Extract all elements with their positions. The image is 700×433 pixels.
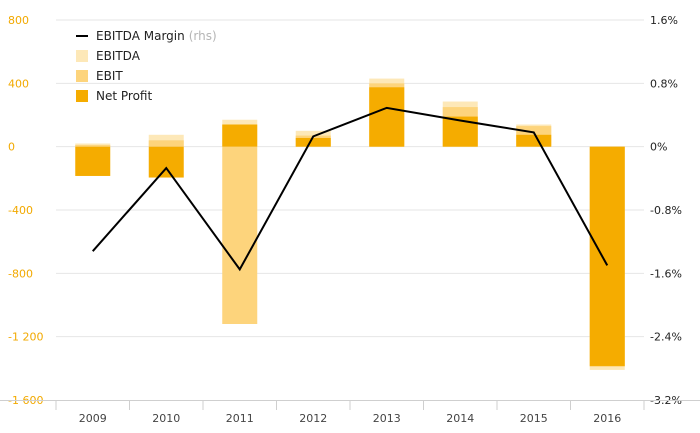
legend-label: EBITDA — [96, 49, 141, 63]
margin-line — [92, 106, 609, 272]
bar-net-profit-2009 — [75, 146, 111, 176]
x-axis-tick-label: 2016 — [593, 412, 621, 425]
legend-label: EBITDA Margin (rhs) — [96, 29, 217, 43]
right-axis-tick-label: -0.8% — [650, 204, 682, 217]
right-axis-tick-label: 1.6% — [650, 14, 678, 27]
bar-net-profit-2011 — [222, 124, 258, 147]
legend: EBITDA Margin (rhs) EBITDA EBIT Net Profit — [76, 29, 217, 103]
left-axis-tick-label: -800 — [8, 267, 33, 280]
legend-label-text: EBITDA Margin — [96, 29, 185, 43]
right-axis-tick-label: -1.6% — [650, 267, 682, 280]
bar-ebit-2011 — [222, 146, 258, 324]
left-axis-tick-label: -400 — [8, 204, 33, 217]
x-axis-tick-label: 2013 — [373, 412, 401, 425]
x-axis-tick-label: 2012 — [299, 412, 327, 425]
x-axis-tick-label: 2009 — [79, 412, 107, 425]
legend-note: (rhs) — [189, 29, 217, 43]
legend-label: EBIT — [96, 69, 123, 83]
bar-ebit-2010 — [148, 140, 184, 147]
bars — [75, 78, 625, 370]
legend-label: Net Profit — [96, 89, 152, 103]
x-axis-tick-label: 2014 — [446, 412, 474, 425]
x-axis-tick-label: 2015 — [520, 412, 548, 425]
right-axis-tick-label: 0% — [650, 141, 667, 154]
x-axis-tick-label: 2011 — [226, 412, 254, 425]
left-axis-tick-label: 800 — [8, 14, 29, 27]
right-axis-tick-label: -2.4% — [650, 331, 682, 344]
legend-label-text: EBIT — [96, 69, 123, 83]
bar-net-profit-2012 — [295, 137, 331, 147]
legend-marker-ebit — [76, 70, 88, 82]
legend-marker-ebitda — [76, 50, 88, 62]
gridlines — [56, 19, 644, 338]
left-axis-tick-label: 400 — [8, 77, 29, 90]
line-ebitda-margin — [92, 106, 609, 272]
x-axis-tick-label: 2010 — [152, 412, 180, 425]
bar-net-profit-2010 — [148, 146, 184, 178]
bar-net-profit-2016 — [589, 146, 625, 366]
bar-net-profit-2013 — [369, 87, 405, 147]
legend-marker-net-profit — [76, 90, 88, 102]
legend-label-text: EBITDA — [96, 49, 141, 63]
bar-ebit-2009 — [75, 145, 111, 147]
left-axis-tick-label: 0 — [8, 141, 15, 154]
right-axis-tick-label: 0.8% — [650, 77, 678, 90]
bar-net-profit-2015 — [516, 134, 552, 147]
left-axis-tick-label: -1 200 — [8, 331, 43, 344]
legend-label-text: Net Profit — [96, 89, 152, 103]
